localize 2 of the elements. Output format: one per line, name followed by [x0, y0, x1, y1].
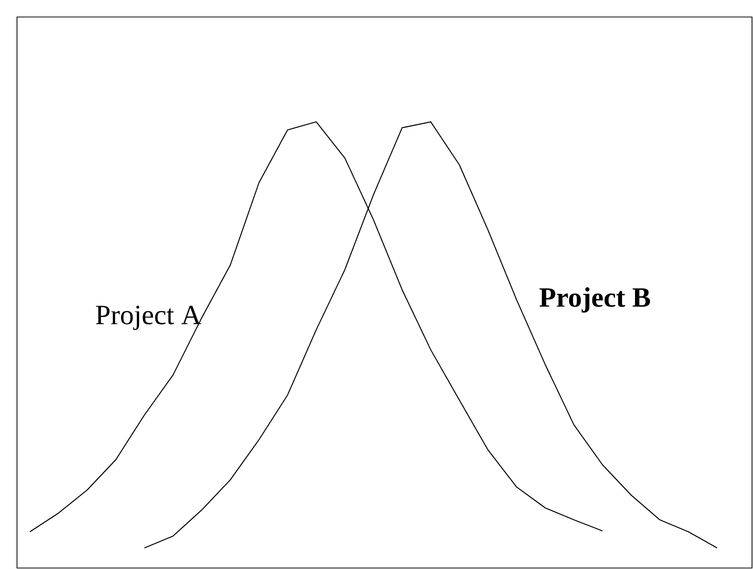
series-label: Project B [540, 287, 650, 313]
series-label: Project A [96, 306, 202, 330]
